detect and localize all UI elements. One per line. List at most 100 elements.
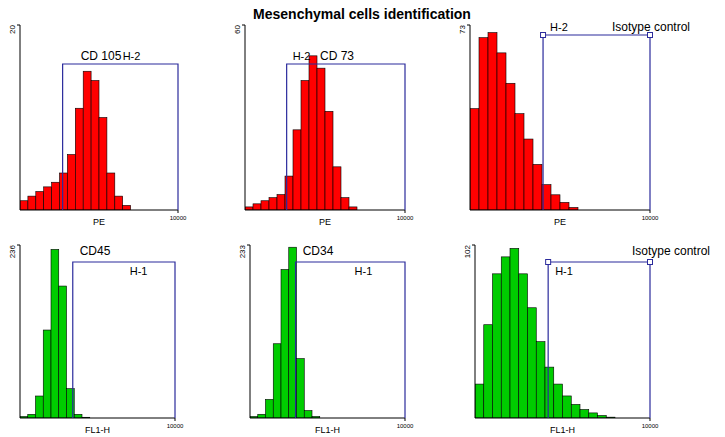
histogram-bar xyxy=(43,330,51,418)
y-tick-label: 233 xyxy=(238,244,247,258)
histogram-bar xyxy=(44,187,52,210)
histogram-bar xyxy=(519,274,528,418)
histogram xyxy=(20,71,131,210)
gate xyxy=(63,64,178,210)
histogram-bar xyxy=(589,413,598,418)
panel-title: CD 73 xyxy=(320,49,354,63)
x-tick-label: 10000 xyxy=(397,215,414,221)
histogram-bar xyxy=(115,196,123,210)
histogram-bar xyxy=(266,399,274,418)
x-axis xyxy=(250,418,405,419)
y-tick-label: 236 xyxy=(8,244,17,258)
figure-title: Mesenchymal cells identification xyxy=(253,6,471,22)
histogram-bar xyxy=(277,195,285,210)
figure: Mesenchymal cells identification2010000P… xyxy=(0,0,725,437)
panel-title: CD45 xyxy=(80,244,111,258)
gate-label: H-2 xyxy=(123,50,141,62)
gate-handle xyxy=(648,260,653,265)
histogram-bar xyxy=(28,196,36,210)
x-axis xyxy=(20,210,178,211)
gate xyxy=(548,262,650,418)
histogram-bar xyxy=(273,344,281,418)
histogram-bar xyxy=(560,202,569,210)
histogram-bar xyxy=(52,182,60,210)
x-tick-label: 10000 xyxy=(170,215,187,221)
histogram-bar xyxy=(253,204,261,210)
x-tick-label: 10000 xyxy=(642,423,659,429)
histogram-bar xyxy=(36,396,44,418)
x-tick xyxy=(650,418,651,421)
x-axis-label: FL1-H xyxy=(550,425,575,435)
histogram-bar xyxy=(470,109,479,210)
y-tick xyxy=(472,245,475,246)
histogram-bar xyxy=(83,71,91,210)
panel: 6010000PEH-2CD 73 xyxy=(233,24,414,227)
histogram-bar xyxy=(317,68,325,210)
histogram-bar xyxy=(545,367,554,418)
y-tick xyxy=(17,245,20,246)
histogram-bar xyxy=(59,286,67,418)
gate-label: H-1 xyxy=(555,265,573,277)
histogram-bar xyxy=(536,342,545,418)
histogram-bar xyxy=(74,414,82,418)
histogram-bar xyxy=(60,173,68,210)
histogram xyxy=(20,249,90,418)
gate xyxy=(73,262,175,418)
histogram-bar xyxy=(484,325,493,418)
y-tick-label: 20 xyxy=(8,24,17,33)
y-tick xyxy=(242,25,245,26)
histogram xyxy=(250,247,320,418)
histogram-bar xyxy=(123,205,131,210)
histogram-bar xyxy=(524,139,533,210)
x-tick-label: 10000 xyxy=(642,215,659,221)
histogram-bar xyxy=(107,173,115,210)
histogram-bar xyxy=(501,257,510,418)
histogram-bar xyxy=(479,38,488,210)
histogram-bar xyxy=(304,411,312,418)
histogram-bar xyxy=(341,198,349,210)
histogram-bar xyxy=(580,410,589,418)
y-axis xyxy=(470,25,471,210)
y-tick xyxy=(467,25,470,26)
histogram-bar xyxy=(515,114,524,210)
gate xyxy=(287,64,405,210)
histogram-bar xyxy=(67,155,75,211)
histogram-bar xyxy=(475,384,484,418)
histogram-bar xyxy=(309,56,317,210)
histogram-bar xyxy=(293,130,301,210)
histogram xyxy=(245,56,357,210)
x-axis xyxy=(475,418,650,419)
gate-label: H-1 xyxy=(355,265,373,277)
histogram-bar xyxy=(325,111,333,210)
x-tick xyxy=(405,418,406,421)
histogram-bar xyxy=(554,384,563,418)
histogram-bar xyxy=(75,108,83,210)
gate xyxy=(543,35,650,210)
histogram-bar xyxy=(297,359,305,418)
histogram-bar xyxy=(506,83,515,210)
histogram xyxy=(470,33,578,210)
histogram-bar xyxy=(51,249,59,418)
y-axis xyxy=(245,25,246,210)
x-tick-label: 10000 xyxy=(167,423,184,429)
panel-title: CD 105 xyxy=(81,49,122,63)
panel-title: Isotype control xyxy=(612,20,690,34)
gate-label: H-1 xyxy=(130,265,148,277)
y-axis xyxy=(475,245,476,418)
histogram-bar xyxy=(493,274,502,418)
histogram-bar xyxy=(571,404,580,418)
x-axis xyxy=(20,418,175,419)
panel-title: CD34 xyxy=(303,244,334,258)
x-tick xyxy=(405,210,406,213)
histogram-bar xyxy=(488,33,497,210)
panel-title: Isotype control xyxy=(632,244,710,258)
histogram-bar xyxy=(269,198,277,210)
gate-label: H-2 xyxy=(293,50,311,62)
histogram-bar xyxy=(563,396,572,418)
gate-label: H-2 xyxy=(550,21,568,33)
histogram-bar xyxy=(551,195,560,210)
panel: 7310000PEH-2Isotype control xyxy=(458,20,690,227)
y-axis xyxy=(20,25,21,210)
histogram-bar xyxy=(28,414,36,418)
histogram-bar xyxy=(533,164,542,210)
